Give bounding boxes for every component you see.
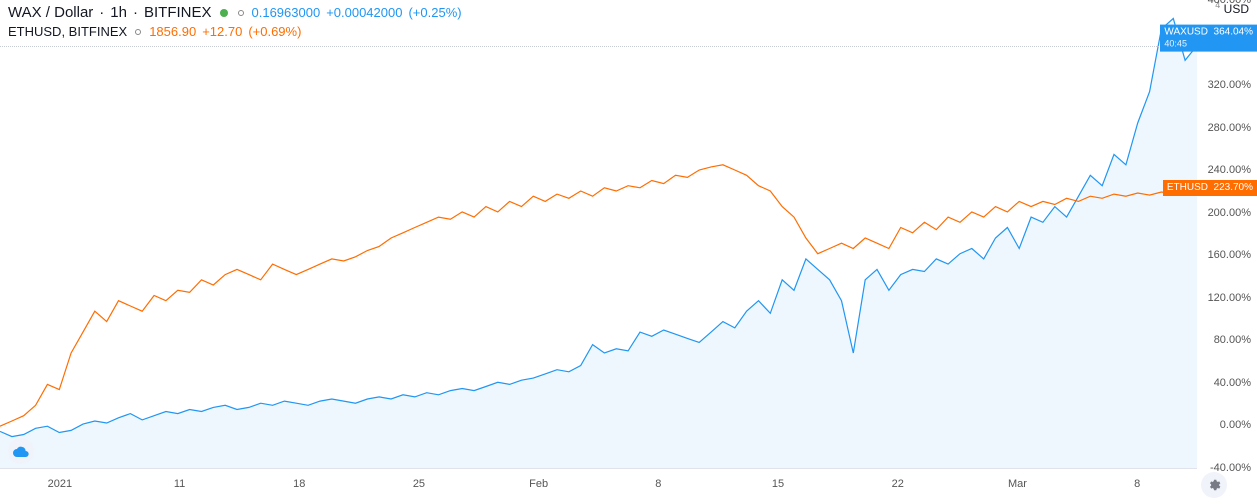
wax-area-fill (0, 19, 1197, 469)
wax-price-tag: WAXUSD 364.04%40:45 (1160, 25, 1257, 52)
crosshair-line (0, 46, 1197, 47)
x-tick-label: 15 (772, 478, 784, 490)
y-tick-label: 240.00% (1208, 164, 1251, 176)
x-tick-label: 22 (892, 478, 904, 490)
x-tick-label: Mar (1008, 478, 1027, 490)
x-tick-label: 8 (1134, 478, 1140, 490)
eth-price-tag: ETHUSD 223.70% (1163, 180, 1257, 196)
y-tick-label: 280.00% (1208, 122, 1251, 134)
gear-icon (1207, 478, 1221, 492)
x-tick-label: 11 (174, 478, 185, 490)
chart-canvas[interactable] (0, 8, 1197, 468)
y-tick-label: 0.00% (1220, 419, 1251, 431)
y-tick-label: 200.00% (1208, 207, 1251, 219)
y-tick-label: 160.00% (1208, 249, 1251, 261)
x-tick-label: 8 (655, 478, 661, 490)
y-axis[interactable]: -40.00%0.00%40.00%80.00%120.00%160.00%20… (1197, 0, 1257, 468)
y-tick-label: 120.00% (1208, 292, 1251, 304)
snapshot-button[interactable] (8, 438, 34, 464)
settings-button[interactable] (1201, 472, 1227, 498)
x-axis[interactable]: 2021 11 18 25 Feb 8 15 22 Mar 8 (0, 468, 1197, 504)
y-tick-label: 80.00% (1214, 334, 1251, 346)
cloud-icon (13, 445, 29, 457)
y-tick-label: 400.00% (1208, 0, 1251, 6)
x-tick-label: Feb (529, 478, 548, 490)
x-tick-label: 2021 (48, 478, 72, 490)
y-tick-label: 320.00% (1208, 79, 1251, 91)
x-tick-label: 25 (413, 478, 425, 490)
y-tick-label: 40.00% (1214, 377, 1251, 389)
x-tick-label: 18 (293, 478, 305, 490)
